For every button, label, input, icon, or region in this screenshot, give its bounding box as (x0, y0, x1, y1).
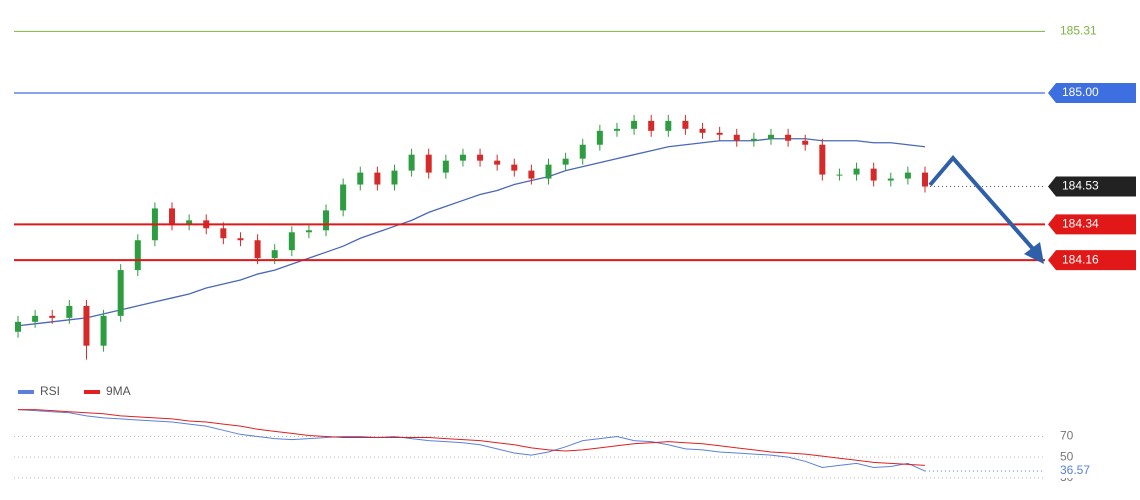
candle-body (186, 220, 193, 225)
candle-body (425, 154, 432, 173)
candle-body (836, 174, 843, 176)
candle-body (134, 240, 141, 271)
candle-body (716, 132, 723, 135)
candle-body (785, 134, 792, 141)
candle-body (254, 240, 261, 259)
candle-body (631, 120, 638, 129)
candle-body (459, 154, 466, 161)
candle-body (494, 160, 501, 165)
candle-body (853, 168, 860, 175)
candle-body (83, 305, 90, 346)
candle-body (32, 315, 39, 322)
legend-swatch (84, 390, 100, 394)
trend-arrow-head (1024, 242, 1044, 264)
candle-body (100, 315, 107, 346)
legend-label: 9MA (106, 384, 131, 398)
legend-label: RSI (40, 384, 60, 398)
candle-body (767, 134, 774, 139)
level-label: 185.31 (1060, 24, 1097, 38)
candle-body (613, 128, 620, 131)
level-label: 184.16 (1062, 252, 1099, 266)
current-value-label: 36.57 (1060, 463, 1090, 477)
trend-arrow (928, 154, 1036, 252)
y-tick-label: 50 (1060, 449, 1074, 463)
candle-body (374, 172, 381, 185)
level-label-box (1048, 176, 1136, 197)
level-label: 184.53 (1062, 179, 1099, 193)
candle-body (340, 184, 347, 211)
candle-body (922, 172, 928, 187)
candle-body (682, 120, 689, 129)
indicator-line (18, 409, 926, 466)
candle-body (323, 210, 330, 231)
candle-body (391, 170, 398, 185)
candle-body (887, 178, 894, 181)
candle-body (49, 315, 56, 318)
candle-body (117, 270, 124, 316)
candle-body (408, 154, 415, 171)
candle-body (579, 144, 586, 159)
candle-body (169, 208, 176, 225)
candle-body (750, 138, 757, 141)
candle-body (511, 164, 518, 171)
candle-body (870, 168, 877, 181)
level-label-box (1048, 250, 1136, 271)
level-label-box (1048, 83, 1136, 104)
candle-body (648, 120, 655, 131)
candle-body (271, 250, 278, 259)
level-label: 184.34 (1062, 216, 1099, 230)
moving-average-line (17, 138, 926, 327)
candle-body (477, 154, 484, 161)
candle-body (288, 232, 295, 251)
candle-body (66, 305, 73, 318)
level-label: 185.00 (1062, 85, 1099, 99)
candle-body (699, 128, 706, 133)
indicator-line (17, 409, 926, 472)
legend-swatch (18, 390, 34, 394)
candle-body (528, 170, 535, 179)
candle-body (819, 144, 826, 175)
candle-body (357, 172, 364, 185)
candle-body (305, 230, 312, 233)
level-label-box (1048, 214, 1136, 235)
candle-body (733, 134, 740, 141)
candle-body (237, 238, 244, 241)
candle-body (904, 172, 911, 179)
current-value-bg (1056, 464, 1096, 479)
candle-body (665, 120, 672, 131)
candle-body (562, 158, 569, 165)
candle-body (15, 321, 21, 332)
candle-body (596, 130, 603, 145)
candle-body (442, 160, 449, 173)
y-tick-label: 70 (1060, 429, 1074, 443)
candle-body (545, 164, 552, 179)
candle-body (802, 140, 809, 145)
candle-body (220, 228, 227, 239)
